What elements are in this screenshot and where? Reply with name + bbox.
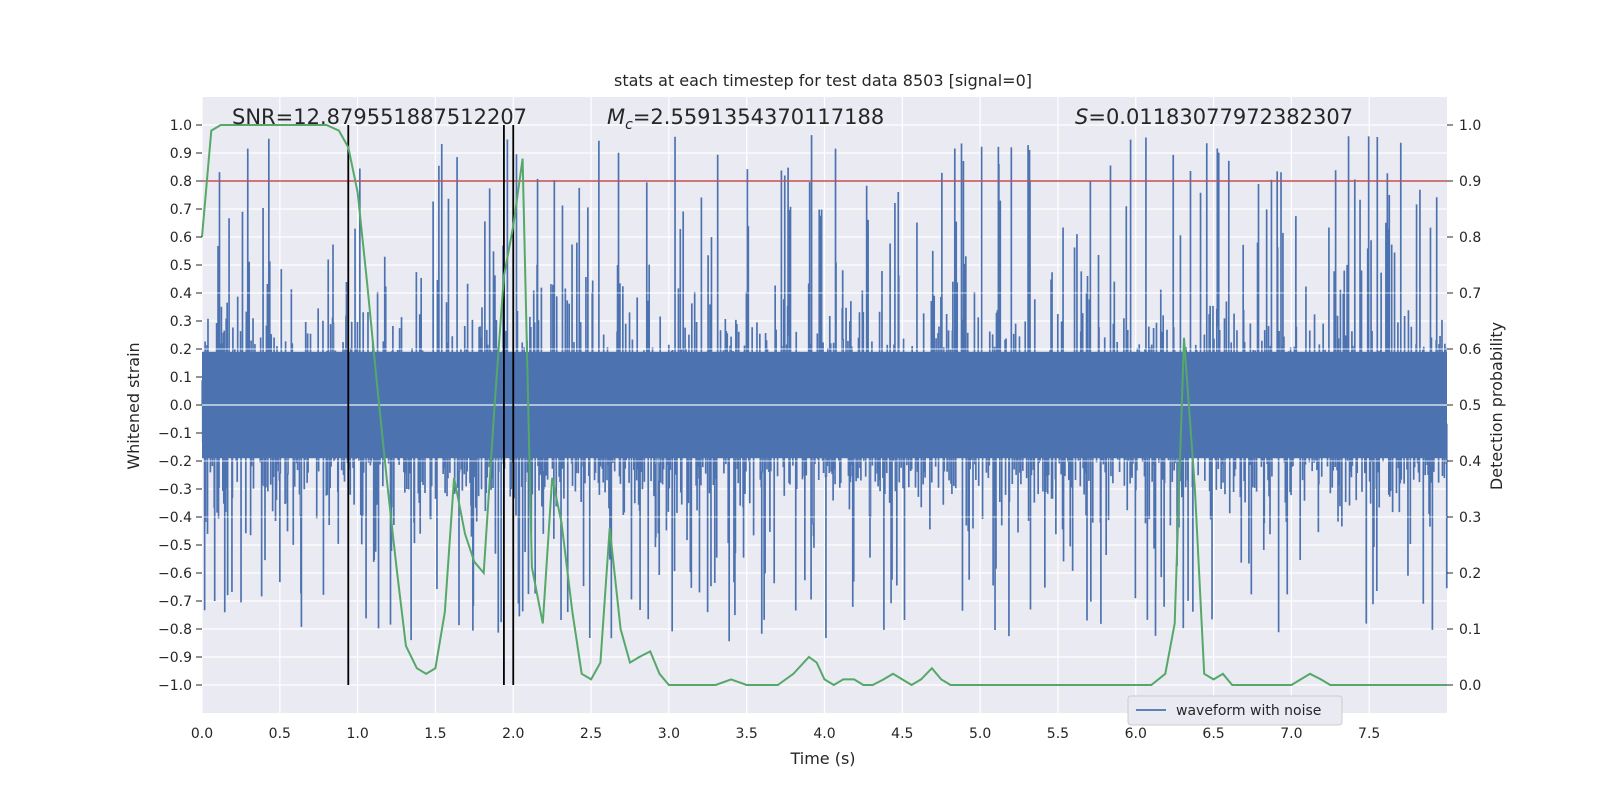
probability-line — [201, 124, 1447, 687]
chirp-mass-symbol: M — [607, 105, 625, 129]
x-tick-label: 0.0 — [191, 726, 213, 742]
x-axis-label: Time (s) — [789, 749, 855, 768]
y-tick-label: 0.4 — [170, 286, 192, 302]
y-tick-label: −0.3 — [158, 482, 192, 498]
y-tick-label: 0.7 — [170, 202, 192, 218]
y-tick-label: −0.6 — [158, 566, 192, 582]
y-right-tick-label: 0.3 — [1459, 510, 1481, 526]
y-axis-label: Whitened strain — [124, 342, 143, 469]
legend: waveform with noise — [1127, 695, 1343, 726]
vertical-markers — [347, 125, 515, 685]
waveform-series — [201, 135, 1448, 642]
legend-box — [1127, 695, 1343, 726]
detection-probability-series — [201, 124, 1447, 687]
legend-label-waveform: waveform with noise — [1176, 703, 1321, 719]
y-right-tick-label: 0.7 — [1459, 286, 1481, 302]
y-tick-label: 0.2 — [170, 342, 192, 358]
y-right-tick-label: 0.8 — [1459, 230, 1481, 246]
y-right-tick-label: 0.9 — [1459, 174, 1481, 190]
y-tick-label: 0.0 — [170, 398, 192, 414]
x-tick-label: 0.5 — [269, 726, 291, 742]
y-tick-label: −0.7 — [158, 594, 192, 610]
y-right-tick-label: 1.0 — [1459, 118, 1481, 134]
x-tick-label: 3.5 — [736, 726, 758, 742]
y-right-tick-label: 0.0 — [1459, 678, 1481, 694]
x-tick-label: 4.5 — [891, 726, 913, 742]
x-tick-label: 6.0 — [1125, 726, 1147, 742]
y-axis-right-label: Detection probability — [1487, 322, 1506, 490]
y-tick-label: −1.0 — [158, 678, 192, 694]
y-right-tick-label: 0.6 — [1459, 342, 1481, 358]
s-symbol: S — [1075, 105, 1088, 129]
y-tick-label: 0.9 — [170, 146, 192, 162]
x-tick-label: 7.5 — [1358, 726, 1380, 742]
y-tick-label: −0.2 — [158, 454, 192, 470]
y-tick-label: −0.4 — [158, 510, 192, 526]
x-tick-label: 5.5 — [1047, 726, 1069, 742]
x-tick-label: 5.0 — [969, 726, 991, 742]
y-tick-label: 0.8 — [170, 174, 192, 190]
x-axis-ticks: 0.0 0.5 1.0 1.5 2.0 2.5 3.0 3.5 4.0 4.5 5.0 5.5 6.0 6… — [191, 726, 1380, 742]
x-tick-label: 2.0 — [502, 726, 524, 742]
y-tick-label: −0.5 — [158, 538, 192, 554]
y-tick-label: 0.3 — [170, 314, 192, 330]
s-annotation: S=0.01183077972382307 — [1075, 105, 1353, 129]
y-tick-label: −0.8 — [158, 622, 192, 638]
chirp-mass-subscript: c — [625, 117, 633, 133]
y-tick-label: 0.5 — [170, 258, 192, 274]
x-tick-label: 1.0 — [346, 726, 368, 742]
y-tick-label: 0.6 — [170, 230, 192, 246]
chirp-mass-annotation: Mc=2.5591354370117188 — [607, 105, 884, 133]
x-tick-label: 3.0 — [658, 726, 680, 742]
y-right-tick-label: 0.2 — [1459, 566, 1481, 582]
x-tick-label: 4.0 — [813, 726, 835, 742]
x-tick-label: 7.0 — [1280, 726, 1302, 742]
y-right-tick-label: 0.1 — [1459, 622, 1481, 638]
y-tick-label: 0.1 — [170, 370, 192, 386]
y-axis-right-ticks: 1.0 0.9 0.8 0.7 0.6 0.5 0.4 0.3 0.2 0.1 0.0 — [1447, 118, 1481, 694]
snr-annotation: SNR=12.879551887512207 — [232, 105, 527, 129]
x-tick-label: 6.5 — [1202, 726, 1224, 742]
s-value: =0.01183077972382307 — [1088, 105, 1353, 129]
chart-title: stats at each timestep for test data 850… — [614, 71, 1032, 90]
y-tick-label: −0.1 — [158, 426, 192, 442]
y-axis-ticks: 1.0 0.9 0.8 0.7 0.6 0.5 0.4 0.3 0.2 0.1 0.0 −0.1 −0.… — [158, 118, 202, 694]
y-right-tick-label: 0.4 — [1459, 454, 1481, 470]
y-right-tick-label: 0.5 — [1459, 398, 1481, 414]
x-tick-label: 2.5 — [580, 726, 602, 742]
chirp-mass-value: =2.5591354370117188 — [633, 105, 884, 129]
x-tick-label: 1.5 — [424, 726, 446, 742]
y-tick-label: 1.0 — [170, 118, 192, 134]
y-tick-label: −0.9 — [158, 650, 192, 666]
